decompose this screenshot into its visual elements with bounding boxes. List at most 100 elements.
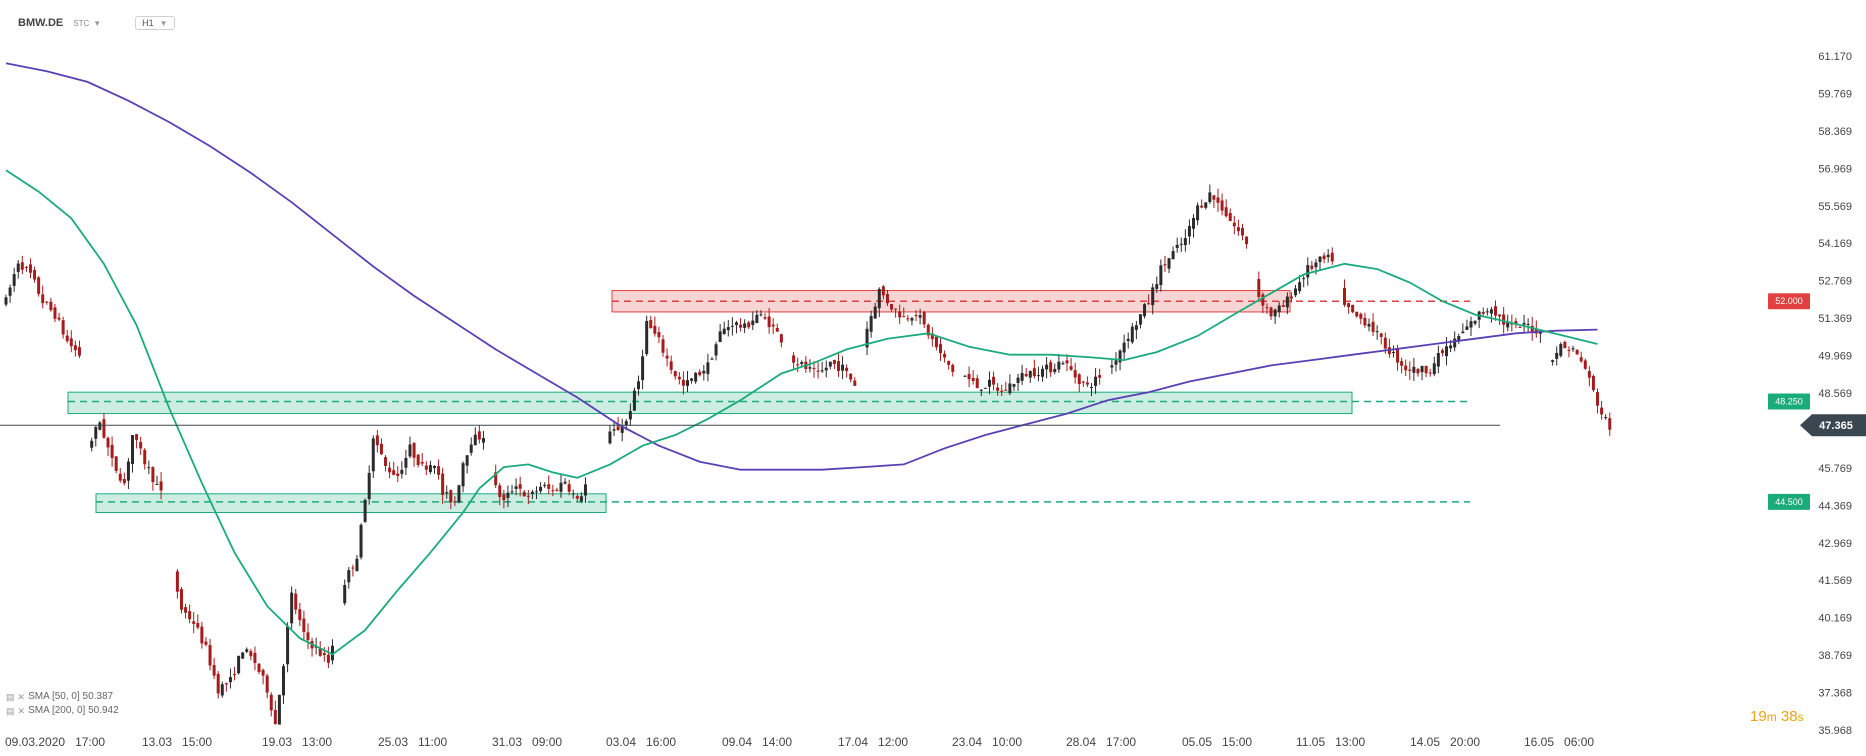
candle [1298, 275, 1302, 294]
candle [1428, 368, 1432, 377]
candle [1045, 356, 1049, 379]
y-tick-label: 35.968 [1818, 725, 1852, 737]
x-tick-date: 17.04 [838, 735, 868, 749]
candle-body [1351, 304, 1355, 313]
candle [1416, 367, 1420, 377]
candle [1224, 199, 1228, 218]
candle [1608, 412, 1612, 436]
candle [894, 308, 898, 318]
candle-body [359, 524, 363, 558]
candle-body [196, 623, 200, 628]
candle-body [1114, 360, 1118, 365]
candle [449, 489, 453, 510]
candle [196, 614, 200, 630]
candle [1367, 318, 1371, 332]
candle-body [457, 485, 461, 503]
candle-body [1155, 284, 1159, 289]
close-icon[interactable]: ✕ [17, 706, 26, 716]
candle [739, 318, 743, 332]
candle-body [1571, 348, 1575, 350]
candle [685, 370, 689, 392]
candle [220, 681, 224, 698]
symbol-label[interactable]: BMW.DE [18, 17, 64, 29]
settings-icon[interactable]: ▤ [6, 706, 15, 716]
candle-body [1502, 314, 1506, 325]
candle-body [694, 372, 698, 382]
candle [563, 478, 567, 485]
candle [579, 492, 583, 504]
candle [1379, 332, 1383, 345]
candle-body [273, 709, 277, 724]
candle-body [518, 484, 522, 489]
candle [24, 265, 28, 272]
candle [155, 475, 159, 486]
source-selector[interactable]: STC ▼ [73, 19, 101, 28]
candle-body [583, 484, 587, 496]
candle [73, 340, 77, 357]
candle-body [224, 683, 228, 685]
candle-body [1167, 258, 1171, 269]
candle [233, 666, 237, 681]
candle-body [669, 361, 673, 370]
candle [216, 671, 220, 699]
candle [1518, 326, 1522, 328]
candle [1032, 359, 1036, 379]
candle-body [388, 467, 392, 473]
candle [1412, 357, 1416, 381]
close-icon[interactable]: ✕ [17, 692, 26, 702]
candle-body [1396, 349, 1400, 363]
candle [885, 289, 889, 307]
candle-body [939, 344, 943, 354]
indicator-sma50[interactable]: ▤ ✕ SMA [50, 0] 50.387 [6, 690, 119, 704]
last-price-badge [1800, 414, 1866, 437]
candle-body [1179, 243, 1183, 245]
candle [298, 602, 302, 627]
candle-body [392, 470, 396, 475]
candle-body [216, 673, 220, 694]
candle-body [877, 289, 881, 309]
candle [257, 663, 261, 675]
candle-body [408, 444, 412, 457]
candle [1216, 188, 1220, 212]
candle-body [845, 367, 849, 372]
candle-body [1077, 374, 1081, 385]
candle-body [996, 387, 1000, 391]
candle [828, 361, 832, 370]
candle-body [1563, 341, 1567, 349]
candle [245, 647, 249, 654]
candle-body [428, 465, 432, 473]
candle-body [792, 355, 796, 363]
x-axis[interactable]: 09.03.2020 17:00 13.03 15:00 19.03 13:00 25.03… [5, 735, 1594, 749]
candle [77, 340, 81, 359]
settings-icon[interactable]: ▤ [6, 692, 15, 702]
candle [351, 564, 355, 577]
candle-body [510, 491, 514, 493]
candle-body [404, 457, 408, 468]
candle-body [926, 324, 930, 336]
candle [396, 466, 400, 483]
candle-body [502, 494, 506, 501]
candle [1192, 214, 1196, 238]
indicator-label: SMA [50, 0] 50.387 [28, 691, 114, 702]
candle-body [1273, 309, 1277, 317]
candle-body [494, 472, 498, 486]
candle [424, 461, 428, 475]
candle-body [1053, 368, 1057, 373]
candle [428, 460, 432, 475]
candle [1012, 383, 1016, 391]
y-axis[interactable]: 61.170 59.769 58.369 56.969 55.569 54.169 52.7… [1818, 51, 1852, 737]
candle [1408, 361, 1412, 380]
candle [1489, 306, 1493, 323]
candle-body [828, 361, 832, 367]
candle [192, 612, 196, 634]
candle [1167, 257, 1171, 274]
candle-body [890, 304, 894, 310]
timeframe-selector[interactable]: H1 ▼ [135, 16, 175, 30]
candle [188, 604, 192, 624]
candle-body [122, 479, 126, 484]
candle-body [1200, 205, 1204, 208]
indicator-sma200[interactable]: ▤ ✕ SMA [200, 0] 50.942 [6, 704, 119, 718]
candle-body [653, 325, 657, 334]
candle [1228, 208, 1232, 222]
